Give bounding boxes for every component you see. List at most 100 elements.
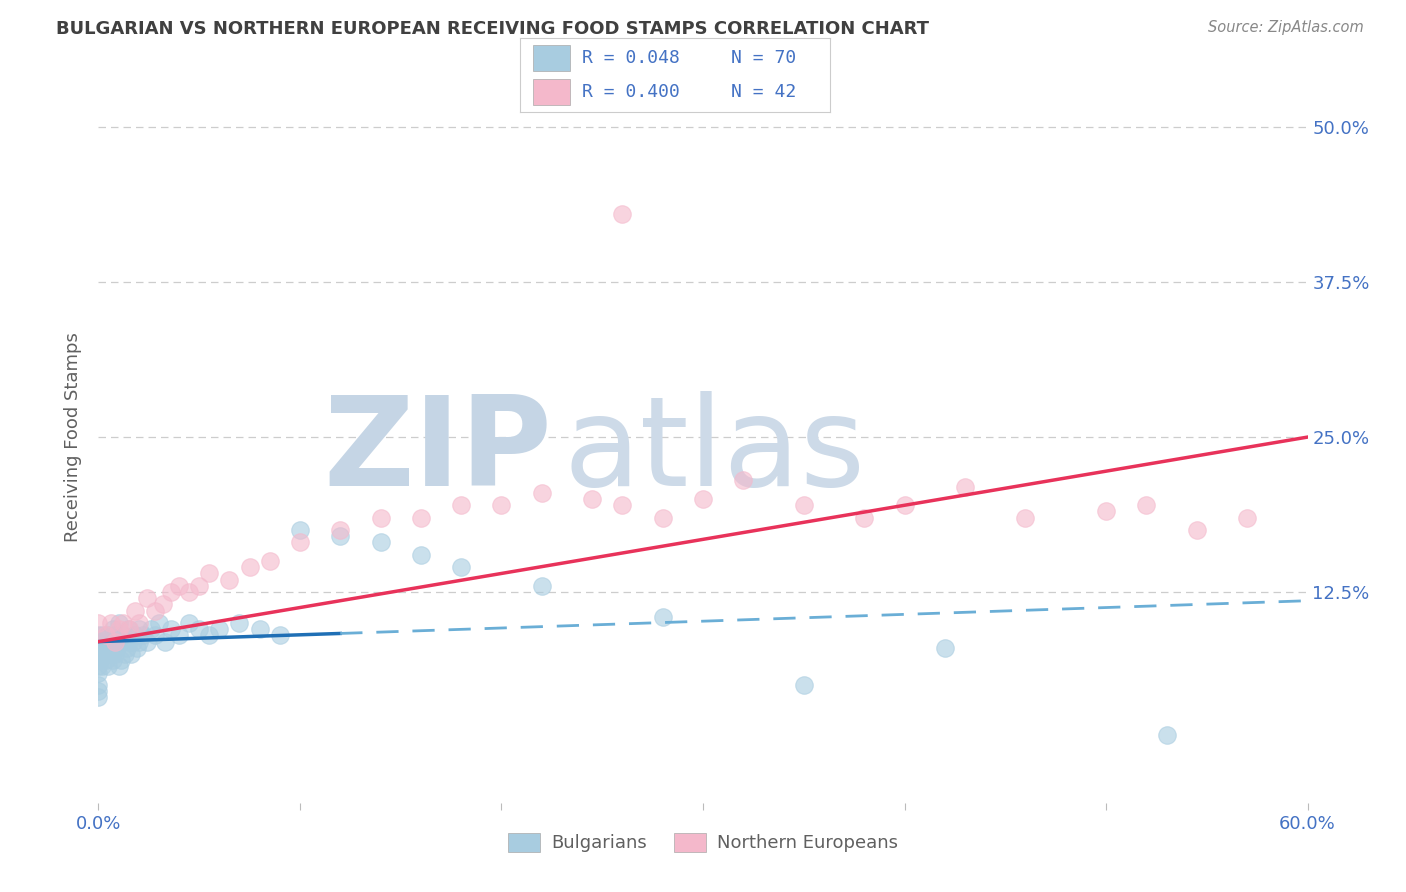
Point xyxy=(128,622,150,636)
Point xyxy=(143,628,166,642)
Point xyxy=(114,647,136,661)
Point xyxy=(93,647,115,661)
Point xyxy=(329,523,352,537)
Point xyxy=(651,610,673,624)
Point xyxy=(188,622,211,636)
Point xyxy=(1135,498,1157,512)
Point xyxy=(107,659,129,673)
Point xyxy=(188,579,211,593)
Point xyxy=(239,560,262,574)
FancyBboxPatch shape xyxy=(533,79,569,105)
Point xyxy=(651,510,673,524)
Point xyxy=(97,659,120,673)
Point xyxy=(125,640,148,655)
Point xyxy=(288,535,311,549)
Point xyxy=(100,615,122,630)
Point xyxy=(269,628,291,642)
Point xyxy=(370,535,392,549)
Legend: Bulgarians, Northern Europeans: Bulgarians, Northern Europeans xyxy=(501,826,905,860)
Point xyxy=(87,628,110,642)
Point xyxy=(1095,504,1118,518)
Point xyxy=(143,604,166,618)
Point xyxy=(107,622,129,636)
Point xyxy=(198,628,221,642)
Point xyxy=(167,579,190,593)
Point xyxy=(103,634,125,648)
Point xyxy=(87,678,110,692)
Point xyxy=(121,634,143,648)
Point xyxy=(218,573,240,587)
Point xyxy=(132,628,155,642)
Point xyxy=(97,628,120,642)
Point xyxy=(153,634,176,648)
Point xyxy=(107,615,129,630)
Point xyxy=(530,579,553,593)
Point xyxy=(612,498,634,512)
Point xyxy=(89,653,111,667)
Text: Source: ZipAtlas.com: Source: ZipAtlas.com xyxy=(1208,20,1364,35)
Text: BULGARIAN VS NORTHERN EUROPEAN RECEIVING FOOD STAMPS CORRELATION CHART: BULGARIAN VS NORTHERN EUROPEAN RECEIVING… xyxy=(56,20,929,37)
Point xyxy=(179,615,201,630)
Point xyxy=(491,498,513,512)
Y-axis label: Receiving Food Stamps: Receiving Food Stamps xyxy=(63,332,82,542)
Point xyxy=(450,498,472,512)
Point xyxy=(105,640,128,655)
Point xyxy=(124,604,146,618)
Point xyxy=(853,510,876,524)
Point xyxy=(115,640,138,655)
Point xyxy=(100,647,122,661)
Point xyxy=(893,498,915,512)
Point xyxy=(96,628,118,642)
Point xyxy=(101,622,124,636)
Point xyxy=(101,653,124,667)
Point xyxy=(139,622,162,636)
Point xyxy=(97,640,120,655)
Point xyxy=(111,628,134,642)
Point xyxy=(530,486,553,500)
Point xyxy=(288,523,311,537)
Point xyxy=(87,615,110,630)
Point xyxy=(89,647,111,661)
Point xyxy=(953,480,976,494)
Point xyxy=(160,585,183,599)
Point xyxy=(103,628,125,642)
Point xyxy=(118,622,141,636)
Point xyxy=(87,640,110,655)
Point xyxy=(581,491,603,506)
Point xyxy=(208,622,231,636)
Point xyxy=(249,622,271,636)
Point xyxy=(135,591,157,606)
Text: N = 70: N = 70 xyxy=(731,49,796,67)
Point xyxy=(87,659,110,673)
Point xyxy=(450,560,472,574)
Point xyxy=(135,634,157,648)
Point xyxy=(87,690,110,705)
Text: atlas: atlas xyxy=(564,392,866,512)
Point xyxy=(1185,523,1208,537)
Point xyxy=(110,653,132,667)
Point xyxy=(96,634,118,648)
Point xyxy=(409,510,432,524)
Point xyxy=(93,640,115,655)
Point xyxy=(160,622,183,636)
Point xyxy=(793,498,815,512)
Point xyxy=(91,628,114,642)
Text: R = 0.048: R = 0.048 xyxy=(582,49,681,67)
Point xyxy=(793,678,815,692)
Point xyxy=(120,647,142,661)
Point xyxy=(370,510,392,524)
Point xyxy=(124,628,146,642)
Point xyxy=(1156,728,1178,742)
Text: R = 0.400: R = 0.400 xyxy=(582,83,681,101)
Point xyxy=(329,529,352,543)
Point xyxy=(91,634,114,648)
Point xyxy=(152,598,174,612)
Point xyxy=(198,566,221,581)
Point xyxy=(1014,510,1036,524)
Point xyxy=(87,653,110,667)
Point xyxy=(118,622,141,636)
Point xyxy=(409,548,432,562)
Point xyxy=(167,628,190,642)
Point xyxy=(103,647,125,661)
Point xyxy=(179,585,201,599)
